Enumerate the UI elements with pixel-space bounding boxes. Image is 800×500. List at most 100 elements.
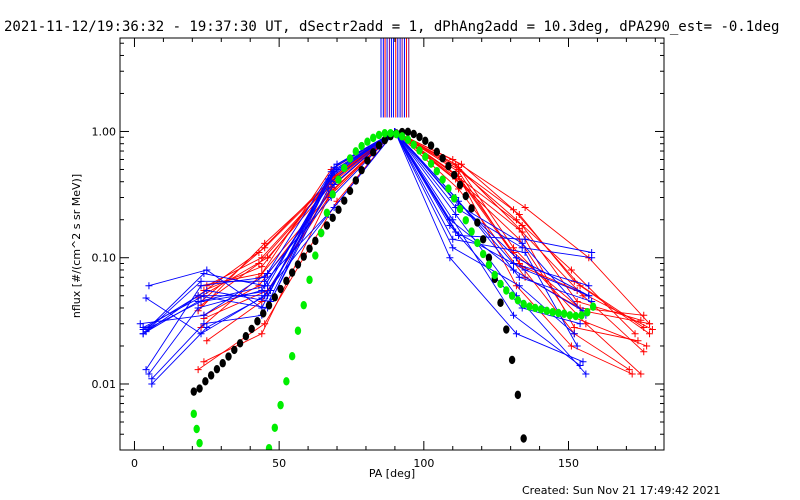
created-timestamp: Created: Sun Nov 21 17:49:42 2021 — [522, 484, 721, 497]
fit-point — [329, 213, 336, 223]
fit-point — [219, 359, 226, 368]
fit-point — [242, 332, 250, 341]
plus-marker — [142, 366, 150, 374]
fit-point — [485, 260, 493, 269]
fit-point — [427, 159, 435, 168]
series-line — [140, 130, 578, 347]
fit-point — [294, 260, 302, 269]
fit-point — [404, 135, 412, 144]
plus-marker — [449, 216, 457, 224]
y-tick-label: 0.01 — [92, 378, 117, 391]
plus-marker — [194, 292, 202, 300]
plus-marker — [203, 324, 211, 332]
fit-point — [491, 270, 498, 280]
plus-marker — [197, 298, 205, 306]
plus-marker — [646, 330, 654, 338]
data-series — [190, 128, 597, 450]
plus-marker — [585, 282, 593, 290]
fit-point — [520, 434, 527, 443]
fit-point — [474, 218, 481, 227]
plus-marker — [640, 348, 648, 356]
plus-marker — [510, 206, 518, 214]
fit-point — [369, 133, 377, 143]
fit-point — [572, 311, 579, 321]
fit-point — [427, 141, 435, 150]
data-series — [190, 127, 527, 443]
fit-point — [410, 140, 417, 149]
fit-point — [560, 309, 568, 318]
plus-marker — [264, 254, 272, 262]
fit-point — [468, 227, 475, 236]
plus-marker — [200, 358, 208, 366]
fit-point — [387, 128, 394, 138]
series-line — [145, 130, 589, 330]
fit-point — [555, 308, 562, 318]
fit-point — [526, 302, 533, 311]
series-line — [200, 130, 642, 375]
plus-marker — [515, 225, 523, 233]
fit-point — [277, 400, 284, 410]
fit-point — [543, 306, 551, 315]
fit-point — [375, 130, 383, 140]
fit-point — [352, 176, 360, 185]
fit-point — [352, 147, 360, 156]
plus-marker — [510, 311, 518, 319]
plus-marker — [452, 228, 460, 236]
fit-point — [260, 309, 267, 318]
plus-marker — [585, 292, 593, 300]
plus-marker — [634, 337, 642, 345]
plus-marker — [643, 342, 651, 350]
fit-point — [439, 175, 446, 184]
fit-point — [329, 190, 336, 199]
fit-point — [497, 298, 504, 307]
fit-point — [451, 170, 458, 180]
plus-marker — [200, 311, 208, 319]
fit-point — [288, 268, 296, 277]
plus-marker — [203, 287, 211, 295]
fit-point — [364, 156, 371, 165]
fit-point — [190, 387, 197, 396]
fit-point — [393, 129, 400, 139]
plus-marker — [588, 249, 596, 257]
fit-point — [462, 191, 469, 201]
fit-point — [225, 352, 232, 361]
x-tick-label: 0 — [131, 457, 138, 470]
plus-marker — [518, 239, 526, 247]
plus-marker — [576, 320, 584, 328]
fit-point — [341, 163, 348, 173]
fit-point — [236, 339, 244, 348]
fit-point — [422, 136, 429, 146]
y-tick-label: 0.10 — [92, 252, 117, 265]
fit-point — [485, 253, 493, 262]
fit-point — [248, 324, 255, 334]
x-tick-label: 100 — [413, 457, 434, 470]
plus-marker — [255, 249, 263, 257]
fit-point — [364, 137, 371, 146]
plus-marker — [628, 370, 636, 378]
fit-point — [566, 311, 574, 320]
fit-point — [341, 196, 348, 205]
plus-marker — [640, 311, 648, 319]
fit-point — [283, 377, 290, 386]
y-tick-label: 1.00 — [92, 125, 117, 138]
plus-marker — [631, 330, 639, 338]
plus-marker — [200, 270, 208, 278]
fit-point — [381, 135, 388, 145]
series-line — [148, 130, 581, 366]
fit-point — [271, 293, 279, 302]
x-tick-label: 50 — [272, 457, 286, 470]
plus-marker — [512, 254, 520, 262]
plus-marker — [521, 203, 529, 211]
fit-point — [306, 244, 313, 253]
fit-point — [416, 132, 423, 142]
fit-point — [358, 165, 365, 175]
plus-marker — [648, 326, 656, 334]
plus-marker — [573, 342, 581, 350]
plus-marker — [521, 249, 529, 257]
fit-point — [584, 308, 591, 317]
chart-title: 2021-11-12/19:36:32 - 19:37:30 UT, dSect… — [4, 19, 779, 35]
fit-point — [381, 129, 388, 138]
fit-point — [456, 204, 464, 214]
fit-point — [410, 129, 417, 139]
fit-point — [283, 276, 290, 286]
